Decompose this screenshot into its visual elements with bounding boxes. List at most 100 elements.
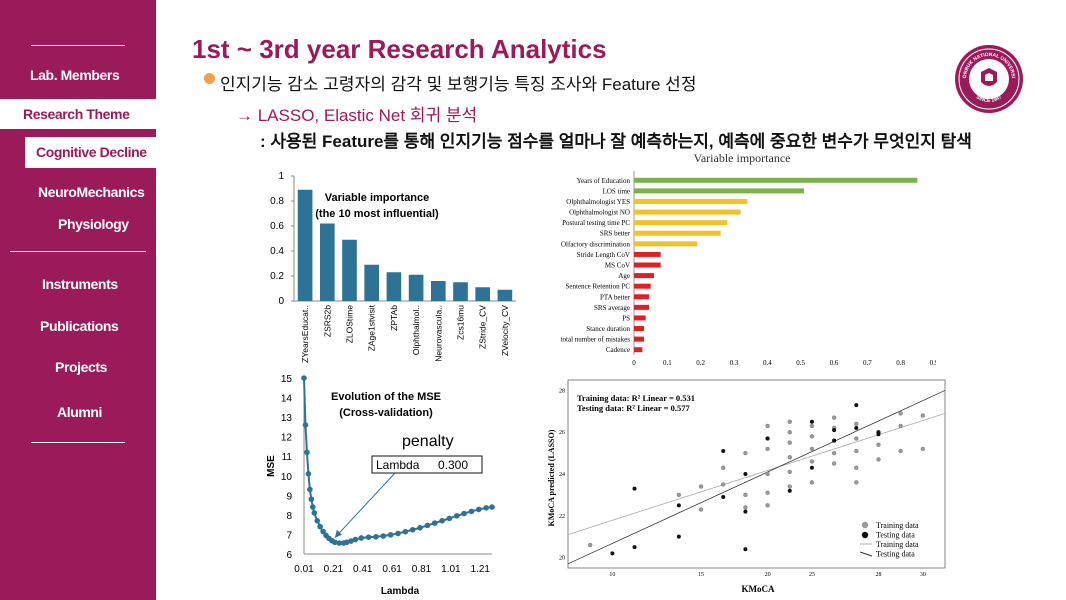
- chart4-ytick-label: 26: [559, 430, 565, 436]
- chart4-training-point: [743, 450, 748, 456]
- chart2-category-label: Age: [618, 272, 630, 280]
- chart3-point: [475, 506, 482, 513]
- chart2-category-label: Olphthalmologist YES: [566, 198, 630, 206]
- chart3-point: [373, 533, 379, 540]
- chart4-training-point: [809, 480, 815, 485]
- chart4-training-point: [765, 490, 770, 495]
- chart2-xtick-label: 0.9: [930, 359, 936, 366]
- chart4-training-point: [787, 455, 792, 460]
- chart4-training-point: [743, 492, 748, 498]
- chart2-xtick-label: 0: [632, 359, 636, 366]
- chart4-ylabel: KMoCA predicted (LASSO): [547, 429, 556, 526]
- chart4-annotation-train: Training data: R² Linear = 0.531: [577, 393, 695, 403]
- nav-research-theme[interactable]: Research Theme: [0, 99, 156, 129]
- chart3-ytick-label: 7: [286, 530, 292, 541]
- chart1-category-label: ZVelocity_CV: [500, 305, 510, 356]
- chart3-xtick-label: 0.41: [353, 564, 373, 575]
- chart4-training-point: [588, 542, 593, 548]
- nav-neuromechanics[interactable]: NeuroMechanics: [38, 184, 145, 200]
- chart2-category-label: Sentence Retention PC: [565, 283, 630, 291]
- chart2-category-label: Stride Length CoV: [577, 251, 630, 259]
- chart3-point: [317, 523, 323, 530]
- chart4-xlabel: KMoCA: [742, 584, 775, 594]
- chart1-category-label: ZYearsEducat..: [300, 305, 310, 363]
- chart4-training-point: [809, 423, 815, 429]
- chart4-plot-frame: [567, 379, 946, 569]
- nav-publications[interactable]: Publications: [40, 318, 119, 334]
- chart2-bar: [634, 326, 644, 332]
- chart4-training-point: [920, 413, 925, 418]
- chart4-training-point: [831, 461, 837, 466]
- chart4-training-point: [765, 423, 770, 429]
- chart2-category-label: Postural testing time PC: [562, 219, 630, 227]
- chart2-bar: [634, 336, 644, 342]
- chart3-ytick-label: 8: [286, 511, 292, 522]
- chart4-legend-marker: [861, 521, 869, 529]
- chart3-title: Evolution of the MSE: [331, 391, 441, 403]
- chart2-category-label: Stance duration: [586, 325, 630, 333]
- chart4-training-point: [809, 434, 815, 439]
- chart4-training-point: [743, 505, 748, 510]
- chart2-xtick-label: 0.6: [830, 359, 839, 366]
- chart2-title: Variable importance: [694, 151, 791, 165]
- bullet-dot-icon: [204, 73, 215, 84]
- chart1-ytick-label: 0: [278, 296, 284, 307]
- chart3-annotation-arrow: [334, 472, 396, 539]
- chart4-training-fit-line: [567, 413, 946, 535]
- chart3-annotation-title: penalty: [402, 433, 454, 450]
- nav-lab-members[interactable]: Lab. Members: [30, 67, 120, 83]
- chart3-point: [348, 538, 354, 544]
- chart3-point: [311, 510, 318, 516]
- chart4-training-point: [854, 421, 859, 427]
- chart4-legend-marker: [861, 531, 869, 539]
- chart4-training-point: [676, 492, 682, 498]
- bullet-text: 인지기능 감소 고령자의 감각 및 보행기능 특징 조사와 Feature 선정: [220, 75, 697, 94]
- chart3-point: [365, 534, 372, 540]
- nav-instruments[interactable]: Instruments: [42, 276, 118, 292]
- chart4-testing-point: [854, 403, 859, 408]
- chart3-xtick-label: 0.21: [324, 564, 344, 575]
- chart3-ytick-label: 10: [281, 472, 293, 483]
- chart2-bar: [634, 241, 698, 247]
- chart3-subtitle: (Cross-validation): [339, 407, 433, 419]
- chart4-xtick-label: 15: [698, 572, 704, 578]
- chart3-point: [417, 524, 423, 531]
- chart4-training-point: [854, 465, 859, 470]
- chart2-bar: [634, 315, 646, 321]
- chart1-bar: [342, 239, 357, 301]
- chart3-point: [304, 449, 310, 456]
- chart2-bar: [634, 188, 804, 194]
- chart3-annotation-box: [371, 455, 483, 474]
- chart4-ytick-label: 28: [559, 388, 565, 394]
- chart3-point: [439, 517, 445, 524]
- chart4-testing-point: [721, 494, 726, 499]
- chart4-testing-point: [743, 509, 748, 514]
- chart4-training-point: [876, 442, 881, 447]
- chart4-training-point: [831, 450, 837, 456]
- chart3-point: [431, 520, 438, 526]
- chart3-annotation-value: 0.300: [438, 458, 468, 472]
- chart4-testing-point: [721, 449, 726, 454]
- chart4-training-point: [898, 411, 903, 416]
- chart4-legend-label: Training data: [876, 521, 919, 530]
- chart4-training-point: [898, 448, 903, 454]
- chart2-xtick-label: 0.2: [696, 359, 705, 366]
- chart2-bar: [634, 230, 721, 236]
- nav-cognitive-decline[interactable]: Cognitive Decline: [25, 137, 156, 168]
- chart4-training-point: [854, 480, 859, 485]
- chart3-point: [352, 536, 359, 543]
- nav-projects[interactable]: Projects: [55, 359, 108, 375]
- chart3-ylabel: MSE: [266, 455, 277, 477]
- chart2-bar: [634, 262, 661, 268]
- chart2-category-label: Olphthalmologist NO: [569, 209, 630, 217]
- chart4-training-point: [809, 446, 815, 452]
- chart3-point: [320, 528, 326, 535]
- chart3-point: [387, 532, 394, 538]
- sidebar-divider-mid: [10, 251, 146, 252]
- chart3-ytick-label: 14: [281, 394, 293, 405]
- nav-physiology[interactable]: Physiology: [58, 216, 129, 232]
- chart4-training-point: [765, 471, 770, 477]
- chart3-xtick-label: 0.01: [294, 564, 314, 575]
- nav-alumni[interactable]: Alumni: [57, 404, 103, 420]
- chart2-xtick-label: 0.4: [763, 359, 772, 366]
